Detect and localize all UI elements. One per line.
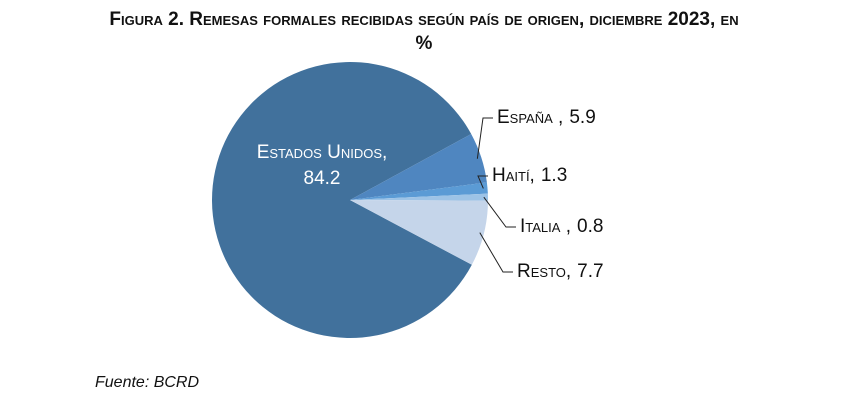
slice-label: España , 5.9	[497, 107, 596, 128]
slice-value: 84.2	[304, 168, 341, 189]
pie-slice	[350, 182, 488, 200]
source-note: Fuente: BCRD	[95, 374, 200, 391]
leader-line	[477, 175, 488, 189]
chart: Estados Unidos, 84.2 España , 5.9 Haití, 1.3 I…	[212, 62, 604, 339]
slice-label: Estados Unidos,	[257, 142, 388, 163]
leader-line	[479, 232, 513, 273]
leader-line	[483, 196, 516, 228]
slice-value: 5.9	[569, 107, 595, 128]
slice-category: Resto,	[517, 261, 571, 282]
slice-label: Italia , 0.8	[520, 216, 603, 237]
leader-line	[476, 117, 493, 159]
chart-title: Figura 2. Remesas formales recibidas seg…	[109, 9, 739, 54]
slice-label: Resto, 7.7	[517, 261, 604, 282]
pie-slice	[350, 193, 488, 201]
slice-value: 1.3	[541, 165, 567, 186]
slice-value: 0.8	[577, 216, 603, 237]
slice-value: 7.7	[577, 261, 603, 282]
slice-category: Italia ,	[520, 216, 571, 237]
pie-slice	[350, 200, 488, 265]
pie-slice	[212, 62, 472, 339]
slice-label: Haití, 1.3	[492, 165, 567, 186]
slice-category: Haití,	[492, 165, 535, 186]
slice-category: España ,	[497, 107, 563, 128]
pie-slice	[350, 133, 487, 200]
